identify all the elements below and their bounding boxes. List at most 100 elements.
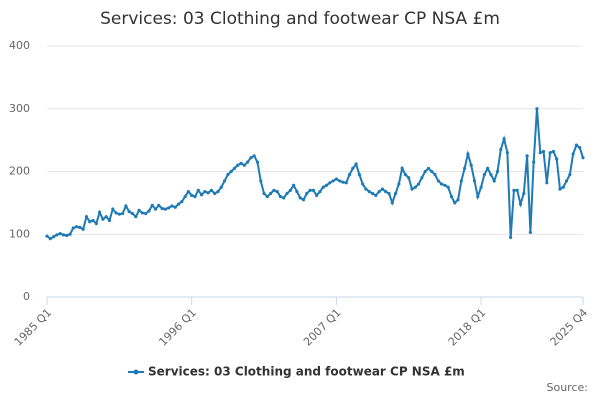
point [390,201,394,205]
point [147,209,151,213]
point [338,179,342,183]
point [65,233,69,238]
point [278,195,283,199]
point [134,215,138,219]
point [364,187,368,191]
point [61,233,66,237]
x-tick-label: 2025 Q4 [548,306,591,349]
point [384,189,388,194]
point [301,198,306,202]
point [160,206,164,211]
point [81,227,85,231]
y-tick-label: 0 [23,290,30,303]
point [492,179,496,183]
y-tick-label: 200 [9,165,30,178]
point [321,185,325,189]
point [476,195,480,199]
point [288,188,292,192]
point [466,152,470,156]
point [528,230,532,234]
point [213,191,217,196]
point [308,188,312,192]
point [45,234,49,238]
point [538,151,542,155]
point [518,202,523,206]
point [568,173,572,177]
point [535,107,539,111]
point [98,210,102,214]
point [78,225,82,229]
y-tick-label: 300 [9,102,30,115]
point [229,169,233,174]
point [482,173,486,177]
point [453,201,457,205]
point [193,195,197,199]
point [88,220,92,224]
point [574,143,579,147]
point [564,179,569,183]
point [397,182,401,186]
point [269,191,273,196]
point [236,163,240,167]
point [387,191,391,196]
point [479,185,483,189]
point [456,198,460,202]
point [400,166,404,170]
point [111,207,115,211]
point [262,191,266,196]
point [361,182,365,186]
point [196,188,200,192]
point [58,232,62,236]
point [545,181,549,185]
point [347,173,352,177]
point [486,166,490,170]
point [282,196,286,200]
point [449,195,454,199]
point [532,160,536,164]
point [469,163,473,167]
point [107,218,112,223]
point [167,206,171,210]
point [137,208,141,213]
x-tick-label: 2018 Q1 [446,306,489,349]
x-tick-label: 1996 Q1 [156,306,199,349]
x-tick-label: 2007 Q1 [301,306,344,349]
point [216,189,220,194]
legend-label: Services: 03 Clothing and footwear CP NS… [148,365,465,379]
point [561,185,565,189]
point [255,160,260,164]
point [71,226,75,230]
point [203,189,207,194]
point [499,147,503,152]
point [324,183,329,187]
point [357,173,361,177]
point [94,221,98,226]
x-tick-label: 1985 Q1 [12,306,55,349]
source: Source: [547,381,589,394]
legend-marker [133,369,139,375]
point [272,188,276,192]
point [183,195,187,199]
point [495,169,500,174]
point [463,166,467,170]
point [459,179,463,183]
point [318,189,322,194]
point [127,210,131,214]
point [91,218,95,223]
point [180,200,184,204]
point [416,182,421,186]
line [46,108,584,240]
point [315,193,319,197]
point [509,235,513,239]
point [252,154,256,158]
point [354,162,358,166]
point [176,202,181,206]
point [209,188,214,192]
point [68,232,72,236]
point [114,211,118,215]
point [420,176,424,180]
point [292,183,296,187]
point [374,193,378,197]
point [334,177,338,181]
point [55,233,59,237]
